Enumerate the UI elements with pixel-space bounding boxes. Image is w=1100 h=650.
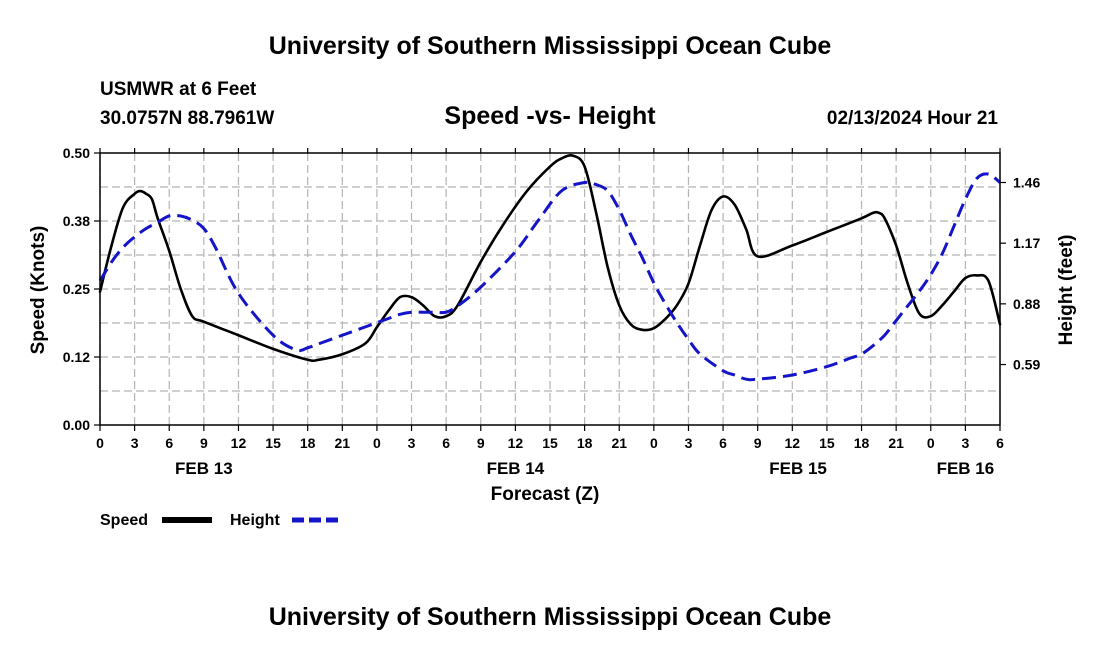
legend: Speed Height xyxy=(100,512,342,529)
y-tick-label: 0.12 xyxy=(63,349,90,365)
x-tick-label: 6 xyxy=(442,435,450,451)
date-label: FEB 14 xyxy=(487,459,545,478)
x-tick-label: 6 xyxy=(719,435,727,451)
plot-frame xyxy=(99,152,1001,426)
x-tick-label: 6 xyxy=(165,435,173,451)
x-tick-label: 3 xyxy=(131,435,139,451)
x-tick-label: 9 xyxy=(477,435,485,451)
date-label: FEB 15 xyxy=(769,459,827,478)
station-coords: 30.0757N 88.7961W xyxy=(100,108,274,129)
legend-height-label: Height xyxy=(230,512,280,529)
chart-title: Speed -vs- Height xyxy=(444,102,656,130)
x-tick-label: 12 xyxy=(231,435,247,451)
x-tick-label: 15 xyxy=(265,435,281,451)
y-tick-label: 0.25 xyxy=(63,281,90,297)
y2-tick-label: 1.46 xyxy=(1013,175,1040,191)
date-label: FEB 16 xyxy=(937,459,995,478)
station-label: USMWR at 6 Feet xyxy=(100,79,257,100)
speed-series-line xyxy=(98,154,1002,363)
x-tick-label: 6 xyxy=(996,435,1004,451)
legend-speed-label: Speed xyxy=(100,512,148,529)
x-tick-label: 0 xyxy=(650,435,658,451)
x-tick-label: 0 xyxy=(927,435,935,451)
series-layer xyxy=(98,154,1002,382)
x-tick-label: 12 xyxy=(508,435,524,451)
x-tick-label: 15 xyxy=(819,435,835,451)
y2-tick-label: 0.88 xyxy=(1013,296,1040,312)
x-tick-label: 18 xyxy=(300,435,316,451)
forecast-datetime: 02/13/2024 Hour 21 xyxy=(827,108,999,129)
date-label: FEB 13 xyxy=(175,459,233,478)
y-tick-label: 0.38 xyxy=(63,213,90,229)
y-axis-label: Speed (Knots) xyxy=(28,226,49,355)
y2-tick-label: 0.59 xyxy=(1013,357,1040,373)
footer-title: University of Southern Mississippi Ocean… xyxy=(269,603,832,631)
y-tick-label: 0.00 xyxy=(63,417,90,433)
x-tick-label: 21 xyxy=(888,435,904,451)
x-tick-label: 0 xyxy=(373,435,381,451)
x-tick-label: 21 xyxy=(335,435,351,451)
x-tick-label: 3 xyxy=(685,435,693,451)
y2-tick-label: 1.17 xyxy=(1013,235,1040,251)
x-tick-label: 9 xyxy=(754,435,762,451)
x-axis-label: Forecast (Z) xyxy=(491,484,600,505)
page-title: University of Southern Mississippi Ocean… xyxy=(269,32,832,60)
axis-ticks: 0 3 6 9 12 15 18 21 0 3 6 9 12 15 18 21 0 3 6 9 12 15 18 21 0 3 6 0… xyxy=(63,145,1041,478)
x-tick-label: 3 xyxy=(961,435,969,451)
y-tick-label: 0.50 xyxy=(63,145,90,161)
x-tick-label: 15 xyxy=(542,435,558,451)
y2-axis-label: Height (feet) xyxy=(1056,235,1077,346)
x-tick-label: 9 xyxy=(200,435,208,451)
x-tick-label: 0 xyxy=(96,435,104,451)
x-tick-label: 18 xyxy=(577,435,593,451)
height-series-line xyxy=(98,172,1001,382)
x-tick-label: 18 xyxy=(854,435,870,451)
x-tick-label: 21 xyxy=(611,435,627,451)
x-tick-label: 3 xyxy=(408,435,416,451)
x-tick-label: 12 xyxy=(785,435,801,451)
